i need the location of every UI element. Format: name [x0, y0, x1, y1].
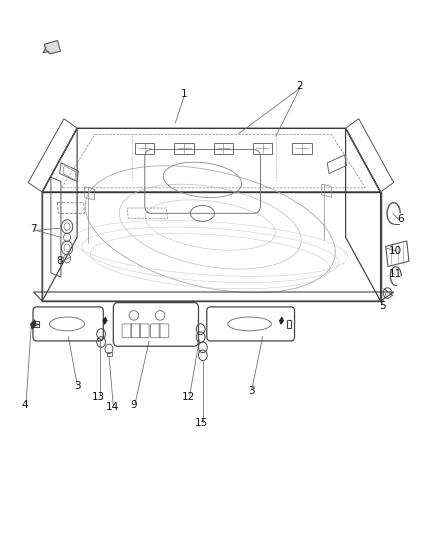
Text: 9: 9 [131, 400, 137, 410]
Polygon shape [44, 41, 60, 54]
Text: 4: 4 [21, 400, 28, 410]
Text: 6: 6 [397, 214, 403, 224]
Text: 7: 7 [30, 224, 37, 235]
Bar [174, 143, 194, 155]
Bar [214, 143, 233, 155]
Text: 12: 12 [182, 392, 195, 402]
Text: 14: 14 [106, 402, 119, 413]
Bar [292, 143, 311, 155]
Text: 15: 15 [195, 418, 208, 429]
Bar [135, 143, 154, 155]
Text: 1: 1 [181, 88, 187, 99]
Text: 13: 13 [92, 392, 106, 402]
Text: 3: 3 [248, 386, 255, 397]
Bar [253, 143, 272, 155]
Text: 8: 8 [57, 256, 63, 266]
Polygon shape [103, 317, 107, 325]
Text: 10: 10 [389, 246, 403, 255]
Text: 3: 3 [74, 381, 81, 391]
Polygon shape [30, 320, 36, 329]
Text: 2: 2 [297, 81, 303, 91]
Text: 5: 5 [379, 301, 386, 311]
Text: 11: 11 [389, 270, 403, 279]
Polygon shape [279, 317, 284, 325]
